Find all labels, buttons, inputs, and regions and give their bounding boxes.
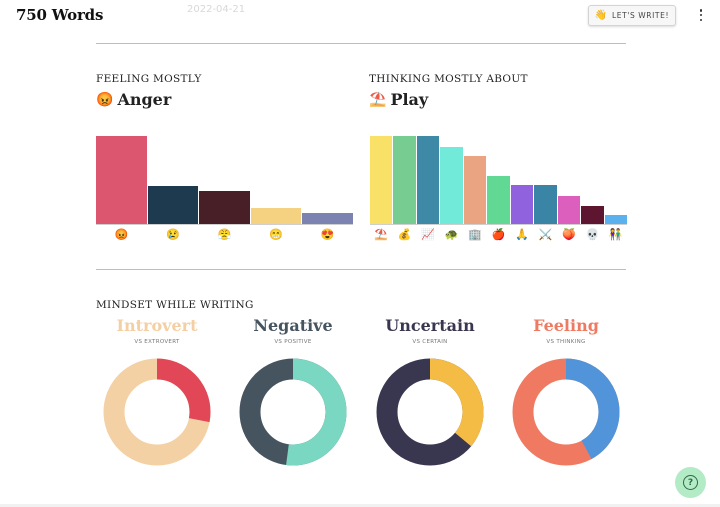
chart-category-emoji: 💰 xyxy=(397,228,412,241)
chart-category-emoji: 📈 xyxy=(421,228,435,241)
chart-baseline xyxy=(96,224,353,225)
donut-chart xyxy=(239,358,347,466)
middle-divider xyxy=(96,269,626,270)
chart-category-emoji: 😢 xyxy=(166,228,180,241)
chart-category-emoji: 😁 xyxy=(269,228,283,241)
mindset-donut-uncertain: Uncertain VS CERTAIN xyxy=(360,316,500,345)
chart-bar xyxy=(487,175,510,224)
donut-title: Feeling xyxy=(533,316,599,335)
chart-category-emoji: 🏢 xyxy=(468,228,482,241)
chart-category-emoji: ⛱️ xyxy=(374,228,389,241)
chart-category-emoji: 🐢 xyxy=(444,228,459,241)
chart-category-emoji: 🙏 xyxy=(515,228,529,241)
chart-bar xyxy=(557,195,581,224)
donut-minor-segment xyxy=(239,358,347,466)
donut-chart xyxy=(512,358,620,466)
donut-subtitle: VS THINKING xyxy=(546,339,586,345)
bottom-edge xyxy=(0,504,720,507)
thinking-value: ⛱️ Play xyxy=(369,90,428,109)
donut-subtitle: VS CERTAIN xyxy=(412,339,448,345)
chart-bar xyxy=(510,185,534,224)
chart-category-emoji: 😤 xyxy=(217,228,232,241)
lets-write-label: LET'S WRITE! xyxy=(611,11,670,20)
chart-bar xyxy=(147,186,199,224)
donut-subtitle: VS EXTROVERT xyxy=(134,339,180,345)
angry-face-icon: 😡 xyxy=(96,91,114,108)
help-button[interactable]: ? xyxy=(675,467,706,498)
chart-bar xyxy=(302,213,353,224)
chart-bar xyxy=(370,136,393,224)
chart-bar xyxy=(534,185,557,224)
mindset-donut-introvert: Introvert VS EXTROVERT xyxy=(87,316,227,345)
donut-subtitle: VS POSITIVE xyxy=(274,339,312,345)
help-icon: ? xyxy=(683,475,698,490)
app-title[interactable]: 750 Words xyxy=(16,6,104,24)
waving-hand-icon: 👋 xyxy=(594,10,608,21)
top-divider xyxy=(96,43,626,44)
donut-minor-segment xyxy=(376,358,484,466)
chart-bar xyxy=(96,136,147,224)
thinking-bar-chart: ⛱️ 💰 📈 🐢 🏢 🍎 🙏 ⚔️ 🍑 💀 👫 xyxy=(370,136,627,246)
donut-title: Negative xyxy=(253,316,333,335)
chart-bar xyxy=(393,136,416,224)
chart-bar xyxy=(581,205,604,224)
more-options-icon[interactable] xyxy=(697,7,705,23)
faded-date: 2022-04-21 xyxy=(187,4,246,15)
beach-umbrella-icon: ⛱️ xyxy=(369,91,387,108)
chart-category-emoji: ⚔️ xyxy=(538,228,553,241)
chart-category-emoji: 😍 xyxy=(320,228,335,241)
donut-minor-segment xyxy=(103,358,211,466)
donut-title: Uncertain xyxy=(385,316,475,335)
chart-baseline xyxy=(370,224,627,225)
chart-category-emoji: 🍎 xyxy=(491,228,506,241)
mindset-donut-feeling: Feeling VS THINKING xyxy=(496,316,636,345)
chart-category-emoji: 😡 xyxy=(114,228,129,241)
chart-bar xyxy=(416,136,440,224)
chart-category-emoji: 🍑 xyxy=(562,228,576,241)
chart-bar xyxy=(463,156,487,224)
feeling-value-text: Anger xyxy=(117,90,172,109)
thinking-value-text: Play xyxy=(390,90,429,109)
chart-bar xyxy=(440,146,463,224)
donut-chart xyxy=(376,358,484,466)
mindset-label: MINDSET WHILE WRITING xyxy=(96,299,254,311)
chart-category-emoji: 💀 xyxy=(585,228,600,241)
thinking-label: THINKING MOSTLY ABOUT xyxy=(369,73,528,85)
chart-bar xyxy=(199,190,250,224)
donut-chart xyxy=(103,358,211,466)
feeling-value: 😡 Anger xyxy=(96,90,171,109)
feeling-bar-chart: 😡 😢 😤 😁 😍 xyxy=(96,136,353,246)
lets-write-button[interactable]: 👋 LET'S WRITE! xyxy=(588,5,676,26)
chart-category-emoji: 👫 xyxy=(608,228,623,241)
donut-title: Introvert xyxy=(116,316,198,335)
chart-bar xyxy=(250,208,302,224)
donut-minor-segment xyxy=(512,358,620,466)
mindset-donut-negative: Negative VS POSITIVE xyxy=(223,316,363,345)
feeling-label: FEELING MOSTLY xyxy=(96,73,202,85)
chart-bar xyxy=(604,215,627,224)
